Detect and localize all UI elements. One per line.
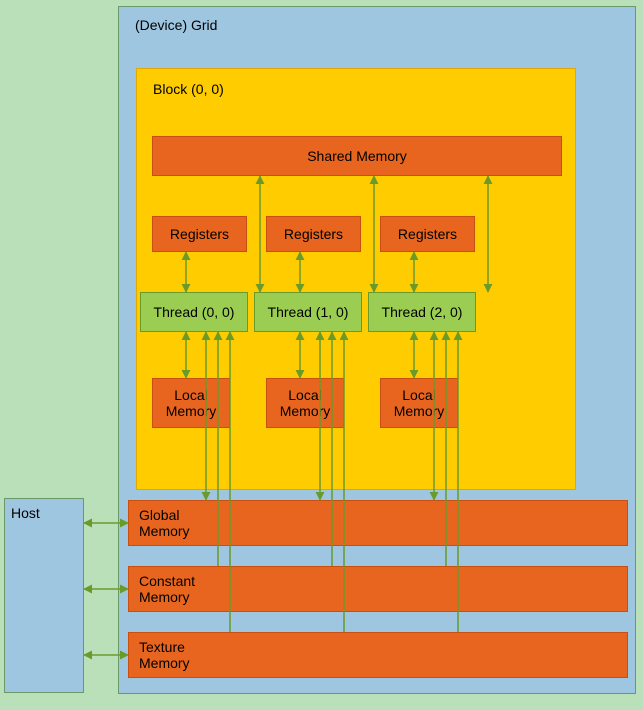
local-memory-2: Local Memory xyxy=(380,378,458,428)
global-memory-box: Global Memory xyxy=(128,500,628,546)
global-label: Global Memory xyxy=(139,507,219,539)
constant-label: Constant Memory xyxy=(139,573,219,605)
host-box: Host xyxy=(4,498,84,693)
thread-0: Thread (0, 0) xyxy=(140,292,248,332)
shared-memory-box: Shared Memory xyxy=(152,136,562,176)
loc1-label: Local Memory xyxy=(267,387,343,419)
loc2-label: Local Memory xyxy=(381,387,457,419)
local-memory-0: Local Memory xyxy=(152,378,230,428)
thr1-label: Thread (1, 0) xyxy=(268,304,349,320)
reg1-label: Registers xyxy=(284,226,343,242)
thr0-label: Thread (0, 0) xyxy=(154,304,235,320)
registers-1: Registers xyxy=(266,216,361,252)
thr2-label: Thread (2, 0) xyxy=(382,304,463,320)
loc0-label: Local Memory xyxy=(153,387,229,419)
block-label: Block (0, 0) xyxy=(153,81,224,97)
texture-memory-box: Texture Memory xyxy=(128,632,628,678)
host-label: Host xyxy=(11,505,40,521)
texture-label: Texture Memory xyxy=(139,639,219,671)
registers-0: Registers xyxy=(152,216,247,252)
registers-2: Registers xyxy=(380,216,475,252)
reg0-label: Registers xyxy=(170,226,229,242)
thread-2: Thread (2, 0) xyxy=(368,292,476,332)
reg2-label: Registers xyxy=(398,226,457,242)
grid-label: (Device) Grid xyxy=(135,17,217,33)
thread-1: Thread (1, 0) xyxy=(254,292,362,332)
constant-memory-box: Constant Memory xyxy=(128,566,628,612)
local-memory-1: Local Memory xyxy=(266,378,344,428)
shared-label: Shared Memory xyxy=(307,148,407,164)
